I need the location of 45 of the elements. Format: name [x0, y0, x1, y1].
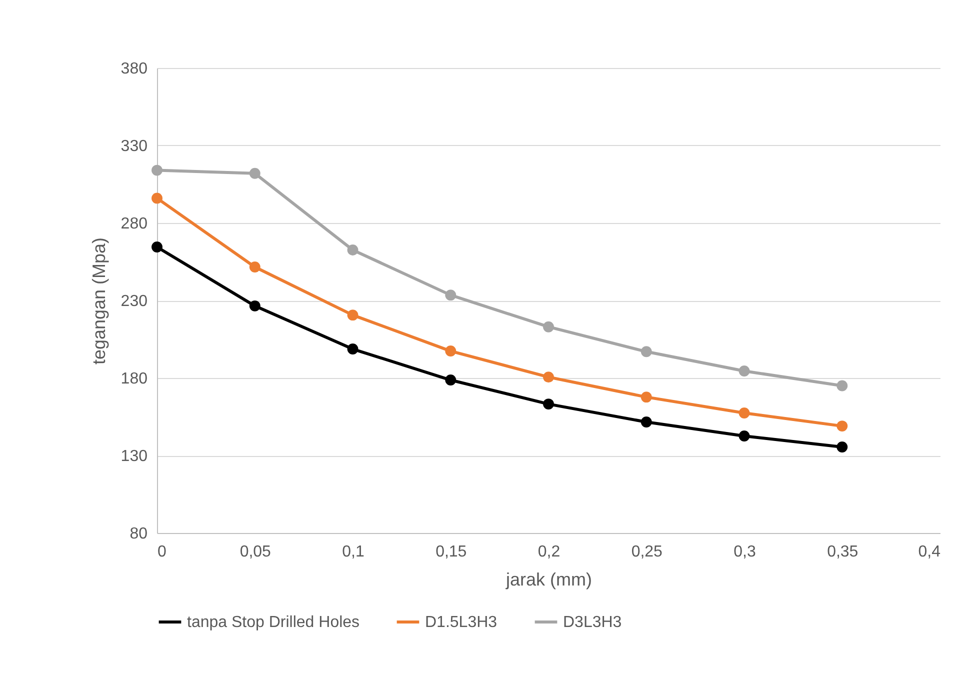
point	[152, 164, 162, 176]
point	[152, 242, 162, 252]
point	[347, 244, 358, 256]
point	[836, 420, 848, 432]
legend-label: tanpa Stop Drilled Holes	[187, 614, 360, 631]
point	[445, 290, 456, 301]
x-tick-label: 0,4	[918, 544, 941, 560]
point	[249, 168, 260, 179]
point	[249, 300, 260, 312]
x-axis-title: jarak (mm)	[505, 570, 592, 590]
y-tick-label: 130	[120, 448, 148, 465]
y-tick-label: 380	[120, 60, 148, 78]
point	[738, 366, 750, 376]
point	[249, 262, 260, 272]
point	[445, 346, 456, 356]
point	[640, 346, 652, 358]
x-tick-label: 0,2	[538, 544, 560, 560]
y-tick-label: 80	[130, 526, 148, 542]
legend-label: D3L3H3	[563, 614, 622, 631]
x-tick-label: 0,3	[734, 544, 756, 560]
point	[836, 380, 848, 392]
y-tick-label: 280	[120, 216, 148, 232]
x-tick-label: 0	[158, 544, 166, 560]
point	[543, 398, 554, 410]
point	[347, 310, 358, 321]
point	[543, 321, 554, 332]
point	[738, 408, 750, 418]
point	[640, 416, 652, 428]
point	[640, 392, 652, 403]
y-tick-label: 230	[120, 293, 148, 310]
x-tick-label: 0,05	[240, 544, 272, 560]
x-tick-label: 0,1	[342, 544, 364, 560]
point	[543, 372, 554, 383]
y-tick-label: 180	[120, 370, 148, 388]
point	[836, 442, 848, 452]
legend-label: D1.5L3H3	[425, 614, 498, 631]
y-tick-label: 330	[120, 138, 148, 155]
point	[738, 430, 750, 442]
x-tick-label: 0,35	[827, 544, 858, 560]
x-tick-label: 0,25	[631, 544, 663, 560]
x-tick-label: 0,15	[436, 544, 467, 560]
y-axis-title: tegangan (Mpa)	[88, 237, 109, 365]
point	[445, 374, 456, 386]
point	[347, 344, 358, 354]
point	[152, 192, 162, 204]
